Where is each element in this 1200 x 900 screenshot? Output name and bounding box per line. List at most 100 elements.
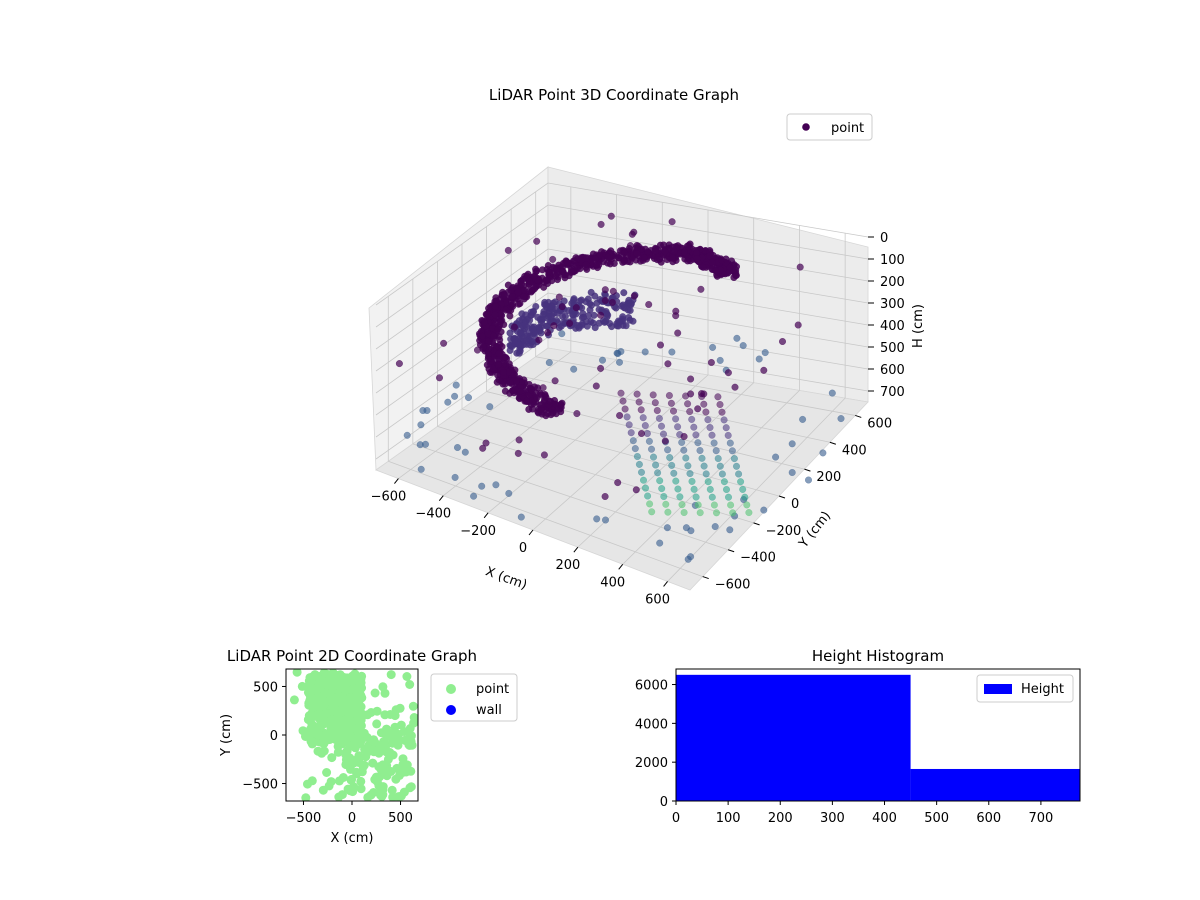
- data-point-2d: [356, 715, 366, 725]
- data-point-3d: [506, 346, 514, 354]
- data-point-3d: [666, 454, 674, 462]
- data-point-3d: [684, 257, 692, 265]
- data-point-3d: [453, 443, 462, 452]
- data-point-2d: [325, 735, 335, 744]
- data-point-3d: [718, 470, 726, 478]
- data-point-3d: [730, 455, 738, 463]
- data-point-3d: [644, 248, 652, 256]
- legend-3d-marker: [802, 123, 810, 131]
- data-point-3d: [542, 276, 550, 284]
- data-point-3d: [708, 431, 716, 439]
- data-point-3d: [566, 319, 574, 327]
- grid-line: [375, 182, 869, 306]
- data-point-3d: [625, 296, 633, 304]
- data-point-3d: [602, 317, 610, 325]
- data-point-3d: [669, 407, 678, 415]
- data-point-2d: [321, 688, 331, 698]
- data-point-2d: [389, 728, 399, 738]
- data-point-3d: [687, 390, 695, 398]
- data-point-3d: [737, 478, 745, 486]
- grid-line: [511, 373, 830, 443]
- data-point-2d: [359, 728, 369, 738]
- data-point-2d: [356, 674, 366, 684]
- data-point-3d: [622, 322, 630, 330]
- data-point-3d: [690, 485, 698, 493]
- data-point-3d: [419, 406, 427, 415]
- data-point-2d: [382, 732, 392, 742]
- data-point-3d: [601, 286, 609, 294]
- data-point-3d: [720, 478, 728, 486]
- data-point-3d: [494, 325, 502, 333]
- data-point-3d: [514, 449, 522, 457]
- data-point-3d: [478, 482, 486, 490]
- data-point-2d: [370, 688, 380, 698]
- data-point-2d: [350, 708, 360, 718]
- data-point-3d: [669, 243, 677, 251]
- y-tick-label-hist: 2000: [635, 756, 668, 771]
- data-point-3d: [485, 365, 493, 373]
- data-point-3d: [694, 405, 702, 413]
- data-point-3d: [727, 501, 735, 509]
- data-point-3d: [537, 400, 545, 409]
- data-point-3d: [623, 413, 631, 421]
- data-point-2d: [327, 715, 337, 725]
- data-point-3d: [665, 391, 673, 400]
- data-point-3d: [633, 452, 641, 461]
- data-point-3d: [702, 470, 710, 478]
- data-point-3d: [647, 445, 656, 453]
- data-point-3d: [828, 389, 836, 397]
- chart-2d: LiDAR Point 2D Coordinate Graph −500 0 500…: [219, 647, 518, 846]
- data-point-2d: [398, 760, 408, 769]
- data-point-3d: [564, 259, 572, 267]
- data-point-2d: [396, 791, 406, 801]
- data-point-2d: [386, 670, 396, 680]
- data-point-3d: [702, 408, 710, 416]
- data-point-3d: [680, 508, 688, 517]
- data-point-3d: [451, 392, 459, 400]
- data-point-3d: [582, 260, 590, 269]
- x-tick-label-3d: −400: [415, 507, 451, 522]
- data-point-3d: [577, 296, 586, 304]
- data-point-3d: [578, 321, 586, 329]
- data-point-3d: [654, 469, 662, 477]
- data-point-3d: [711, 523, 719, 531]
- data-point-3d: [646, 500, 654, 508]
- data-point-3d: [724, 369, 732, 377]
- data-point-3d: [684, 462, 692, 470]
- data-point-3d: [626, 316, 634, 324]
- data-point-3d: [561, 274, 569, 282]
- data-point-3d: [521, 321, 529, 329]
- y-tick-3d: [727, 549, 735, 553]
- data-point-3d: [532, 389, 540, 397]
- data-point-3d: [648, 508, 656, 516]
- data-point-3d: [696, 446, 704, 455]
- x-axis-label-3d: X (cm): [483, 564, 529, 593]
- y-tick-3d: [753, 522, 760, 526]
- data-point-3d: [542, 301, 550, 309]
- data-point-3d: [658, 485, 666, 493]
- data-point-3d: [421, 440, 430, 448]
- x-tick-label-2d: 0: [348, 811, 356, 826]
- x-tick-label-3d: −600: [371, 490, 407, 505]
- data-point-2d: [408, 701, 418, 711]
- data-point-3d: [635, 460, 643, 468]
- data-point-3d: [720, 416, 728, 424]
- data-point-3d: [417, 421, 425, 429]
- y-tick-label-2d: 0: [270, 729, 278, 744]
- data-point-3d: [637, 429, 646, 438]
- grid-line: [375, 248, 869, 372]
- data-point-2d: [381, 742, 391, 751]
- data-point-3d: [558, 268, 566, 276]
- data-point-3d: [597, 311, 605, 319]
- data-point-3d: [620, 258, 628, 266]
- data-point-3d: [623, 252, 631, 260]
- data-point-3d: [482, 439, 490, 447]
- data-point-3d: [522, 397, 530, 405]
- data-point-3d: [520, 286, 529, 294]
- data-point-3d: [649, 391, 657, 399]
- data-point-3d: [598, 356, 607, 364]
- data-point-3d: [739, 342, 747, 350]
- grid-line: [375, 292, 869, 416]
- data-point-3d: [661, 437, 669, 445]
